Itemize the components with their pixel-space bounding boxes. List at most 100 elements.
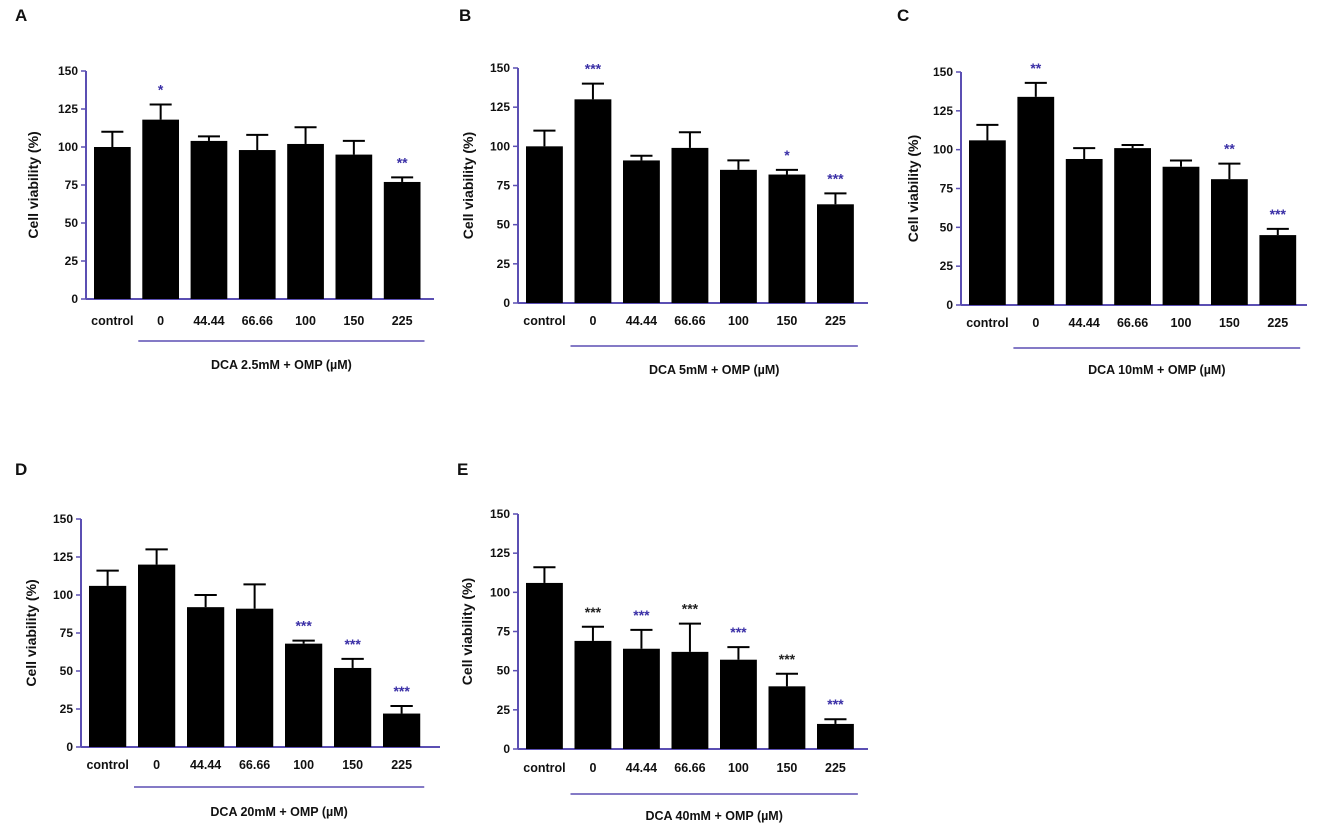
bar <box>335 154 373 299</box>
bar <box>383 181 421 299</box>
bar <box>236 608 274 747</box>
group-label: DCA 2.5mM + OMP (µM) <box>211 358 352 372</box>
bar <box>334 667 372 747</box>
bar <box>187 607 225 747</box>
y-tick-label: 125 <box>933 104 953 118</box>
y-tick-label: 75 <box>497 179 511 193</box>
group-label: DCA 10mM + OMP (µM) <box>1088 363 1225 377</box>
category-label: control <box>91 314 133 328</box>
significance-label: * <box>158 81 164 97</box>
bar <box>768 686 806 749</box>
significance-label: *** <box>827 696 844 712</box>
y-tick-label: 100 <box>933 143 953 157</box>
y-tick-label: 25 <box>60 702 74 716</box>
category-label: 150 <box>342 758 363 772</box>
bar <box>623 648 660 749</box>
panel-letter: A <box>15 6 27 25</box>
category-label: 225 <box>391 758 412 772</box>
bar <box>1114 148 1151 305</box>
y-axis-title: Cell viability (%) <box>460 132 476 239</box>
panel-letter: B <box>459 6 471 25</box>
y-tick-label: 150 <box>933 65 953 79</box>
y-tick-label: 100 <box>490 585 510 599</box>
y-axis-title: Cell viability (%) <box>25 131 41 238</box>
significance-label: *** <box>682 601 699 617</box>
category-label: 100 <box>728 314 749 328</box>
bar <box>1259 235 1297 305</box>
panel-letter: E <box>457 460 468 479</box>
significance-label: *** <box>730 624 747 640</box>
category-label: 100 <box>295 314 316 328</box>
panel-letter: C <box>897 6 909 25</box>
y-tick-label: 150 <box>490 507 510 521</box>
y-tick-label: 50 <box>497 218 511 232</box>
y-tick-label: 75 <box>60 626 74 640</box>
category-label: 66.66 <box>674 314 705 328</box>
y-tick-label: 0 <box>503 742 510 756</box>
category-label: 150 <box>1219 316 1240 330</box>
significance-label: ** <box>397 154 408 170</box>
category-label: 66.66 <box>1117 316 1148 330</box>
category-label: 0 <box>589 314 596 328</box>
bar <box>142 119 180 299</box>
category-label: 150 <box>777 761 798 775</box>
bar <box>817 723 854 749</box>
bar <box>574 99 612 303</box>
y-axis-title: Cell viability (%) <box>459 578 475 685</box>
y-tick-label: 75 <box>940 182 954 196</box>
group-label: DCA 5mM + OMP (µM) <box>649 363 779 377</box>
y-tick-label: 100 <box>490 139 510 153</box>
bar <box>1162 166 1200 305</box>
group-label: DCA 20mM + OMP (µM) <box>210 805 347 819</box>
bar <box>574 640 612 749</box>
y-tick-label: 0 <box>71 292 78 306</box>
bar <box>720 659 757 749</box>
bar <box>526 582 563 749</box>
bar <box>383 713 421 747</box>
y-tick-label: 25 <box>65 254 79 268</box>
bar <box>287 143 324 299</box>
bar <box>89 585 127 747</box>
bar <box>1211 179 1248 305</box>
y-tick-label: 50 <box>497 664 511 678</box>
category-label: 225 <box>825 761 846 775</box>
bar <box>671 651 709 749</box>
y-tick-label: 0 <box>503 296 510 310</box>
bar <box>1065 158 1103 305</box>
category-label: 0 <box>589 761 596 775</box>
bar <box>720 169 757 303</box>
category-label: 44.44 <box>190 758 221 772</box>
y-tick-label: 125 <box>490 100 510 114</box>
y-tick-label: 150 <box>58 64 78 78</box>
category-label: 225 <box>1267 316 1288 330</box>
significance-label: *** <box>344 636 361 652</box>
category-label: 44.44 <box>193 314 224 328</box>
y-tick-label: 150 <box>490 61 510 75</box>
category-label: 44.44 <box>626 314 657 328</box>
y-tick-label: 50 <box>940 220 954 234</box>
category-label: 66.66 <box>242 314 273 328</box>
y-axis-title: Cell viability (%) <box>23 579 39 686</box>
category-label: 0 <box>157 314 164 328</box>
y-tick-label: 75 <box>65 178 79 192</box>
chart-panel-c: C 0 25 50 75 100 125 150 Cell viability (%) contr… <box>897 6 1307 377</box>
bar <box>285 643 323 747</box>
y-tick-label: 25 <box>497 703 511 717</box>
category-label: 44.44 <box>626 761 657 775</box>
significance-label: *** <box>585 604 602 620</box>
y-tick-label: 50 <box>60 664 74 678</box>
y-tick-label: 0 <box>66 740 73 754</box>
category-label: 0 <box>1032 316 1039 330</box>
y-axis-title: Cell viability (%) <box>905 135 921 242</box>
category-label: 100 <box>728 761 749 775</box>
bar <box>138 564 176 747</box>
y-tick-label: 125 <box>53 550 73 564</box>
bar <box>190 140 228 299</box>
category-label: control <box>86 758 128 772</box>
y-tick-label: 50 <box>65 216 79 230</box>
bar <box>1017 96 1055 305</box>
bar <box>768 174 806 303</box>
significance-label: *** <box>1270 206 1287 222</box>
category-label: control <box>523 314 565 328</box>
